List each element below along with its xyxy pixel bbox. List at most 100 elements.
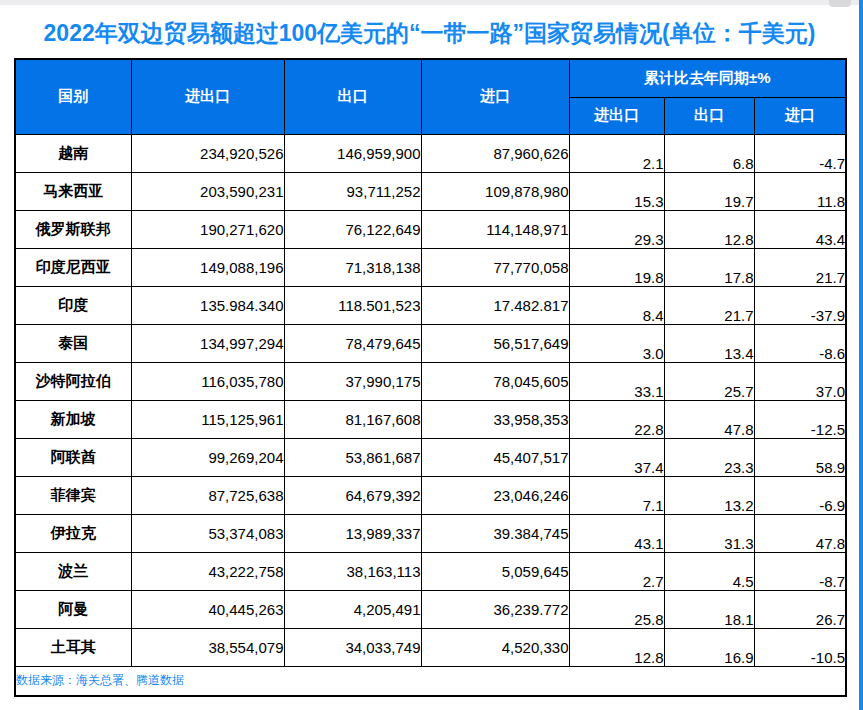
header-yoy-total: 进出口 xyxy=(569,97,664,134)
import-cell: 114,148,971 xyxy=(421,210,569,248)
yoy-total-cell: 22.8 xyxy=(569,400,664,438)
yoy-export-cell: 47.8 xyxy=(664,400,754,438)
trade-table: 国别 进出口 出口 进口 累计比去年同期±% 进出口 出口 进口 越南234,9… xyxy=(14,58,847,697)
yoy-export-cell: 17.8 xyxy=(664,248,754,286)
import-cell: 23,046,246 xyxy=(421,476,569,514)
yoy-total-cell: 15.3 xyxy=(569,172,664,210)
table-row: 波兰43,222,75838,163,1135,059,6452.74.5-8.… xyxy=(15,552,846,590)
export-cell: 4,205,491 xyxy=(284,590,421,628)
export-cell: 37,990,175 xyxy=(284,362,421,400)
yoy-import-cell: -8.6 xyxy=(754,324,846,362)
import-cell: 87,960,626 xyxy=(421,134,569,172)
export-cell: 34,033,749 xyxy=(284,628,421,666)
country-cell: 阿联酋 xyxy=(15,438,131,476)
yoy-total-cell: 33.1 xyxy=(569,362,664,400)
yoy-import-cell: -12.5 xyxy=(754,400,846,438)
yoy-total-cell: 29.3 xyxy=(569,210,664,248)
yoy-total-cell: 7.1 xyxy=(569,476,664,514)
table-body: 越南234,920,526146,959,90087,960,6262.16.8… xyxy=(15,134,846,666)
source-note: 数据来源：海关总署、腾道数据 xyxy=(15,666,846,696)
table-row: 泰国134,997,29478,479,64556,517,6493.013.4… xyxy=(15,324,846,362)
yoy-export-cell: 19.7 xyxy=(664,172,754,210)
yoy-import-cell: 37.0 xyxy=(754,362,846,400)
scrollbar-notch xyxy=(829,0,851,7)
yoy-import-cell: 21.7 xyxy=(754,248,846,286)
table-row: 沙特阿拉伯116,035,78037,990,17578,045,60533.1… xyxy=(15,362,846,400)
country-cell: 俄罗斯联邦 xyxy=(15,210,131,248)
yoy-import-cell: -8.7 xyxy=(754,552,846,590)
yoy-export-cell: 18.1 xyxy=(664,590,754,628)
yoy-export-cell: 31.3 xyxy=(664,514,754,552)
yoy-total-cell: 25.8 xyxy=(569,590,664,628)
window-right-accent-border xyxy=(859,0,863,710)
yoy-export-cell: 13.2 xyxy=(664,476,754,514)
export-cell: 93,711,252 xyxy=(284,172,421,210)
yoy-total-cell: 43.1 xyxy=(569,514,664,552)
total-cell: 134,997,294 xyxy=(131,324,284,362)
export-cell: 13,989,337 xyxy=(284,514,421,552)
yoy-export-cell: 21.7 xyxy=(664,286,754,324)
header-export: 出口 xyxy=(284,59,421,134)
table-row: 印度尼西亚149,088,19671,318,13877,770,05819.8… xyxy=(15,248,846,286)
yoy-import-cell: -37.9 xyxy=(754,286,846,324)
export-cell: 118.501,523 xyxy=(284,286,421,324)
header-yoy-import: 进口 xyxy=(754,97,846,134)
table-row: 越南234,920,526146,959,90087,960,6262.16.8… xyxy=(15,134,846,172)
table-row: 伊拉克53,374,08313,989,33739.384,74543.131.… xyxy=(15,514,846,552)
import-cell: 36,239.772 xyxy=(421,590,569,628)
table-row: 阿联酋99,269,20453,861,68745,407,51737.423.… xyxy=(15,438,846,476)
export-cell: 38,163,113 xyxy=(284,552,421,590)
country-cell: 马来西亚 xyxy=(15,172,131,210)
yoy-export-cell: 23.3 xyxy=(664,438,754,476)
yoy-export-cell: 16.9 xyxy=(664,628,754,666)
yoy-total-cell: 8.4 xyxy=(569,286,664,324)
total-cell: 40,445,263 xyxy=(131,590,284,628)
yoy-total-cell: 19.8 xyxy=(569,248,664,286)
import-cell: 39.384,745 xyxy=(421,514,569,552)
yoy-import-cell: 43.4 xyxy=(754,210,846,248)
table-row: 俄罗斯联邦190,271,62076,122,649114,148,97129.… xyxy=(15,210,846,248)
total-cell: 149,088,196 xyxy=(131,248,284,286)
table-row: 阿曼40,445,2634,205,49136,239.77225.818.12… xyxy=(15,590,846,628)
table-row: 土耳其38,554,07934,033,7494,520,33012.816.9… xyxy=(15,628,846,666)
yoy-import-cell: -6.9 xyxy=(754,476,846,514)
import-cell: 56,517,649 xyxy=(421,324,569,362)
yoy-export-cell: 6.8 xyxy=(664,134,754,172)
total-cell: 135.984.340 xyxy=(131,286,284,324)
yoy-import-cell: 26.7 xyxy=(754,590,846,628)
yoy-import-cell: -4.7 xyxy=(754,134,846,172)
country-cell: 伊拉克 xyxy=(15,514,131,552)
yoy-total-cell: 2.1 xyxy=(569,134,664,172)
window-top-strip xyxy=(0,0,863,5)
import-cell: 109,878,980 xyxy=(421,172,569,210)
yoy-import-cell: 47.8 xyxy=(754,514,846,552)
total-cell: 43,222,758 xyxy=(131,552,284,590)
country-cell: 阿曼 xyxy=(15,590,131,628)
country-cell: 印度尼西亚 xyxy=(15,248,131,286)
import-cell: 78,045,605 xyxy=(421,362,569,400)
table-row: 新加坡115,125,96181,167,60833,958,35322.847… xyxy=(15,400,846,438)
export-cell: 71,318,138 xyxy=(284,248,421,286)
total-cell: 234,920,526 xyxy=(131,134,284,172)
total-cell: 116,035,780 xyxy=(131,362,284,400)
page-title: 2022年双边贸易额超过100亿美元的“一带一路”国家贸易情况(单位：千美元) xyxy=(14,13,845,53)
country-cell: 沙特阿拉伯 xyxy=(15,362,131,400)
country-cell: 新加坡 xyxy=(15,400,131,438)
header-country: 国别 xyxy=(15,59,131,134)
total-cell: 190,271,620 xyxy=(131,210,284,248)
yoy-total-cell: 3.0 xyxy=(569,324,664,362)
yoy-export-cell: 12.8 xyxy=(664,210,754,248)
import-cell: 5,059,645 xyxy=(421,552,569,590)
country-cell: 波兰 xyxy=(15,552,131,590)
import-cell: 4,520,330 xyxy=(421,628,569,666)
yoy-import-cell: 58.9 xyxy=(754,438,846,476)
country-cell: 菲律宾 xyxy=(15,476,131,514)
table-header: 国别 进出口 出口 进口 累计比去年同期±% 进出口 出口 进口 xyxy=(15,59,846,134)
total-cell: 53,374,083 xyxy=(131,514,284,552)
country-cell: 印度 xyxy=(15,286,131,324)
total-cell: 87,725,638 xyxy=(131,476,284,514)
yoy-export-cell: 13.4 xyxy=(664,324,754,362)
table-row: 菲律宾87,725,63864,679,39223,046,2467.113.2… xyxy=(15,476,846,514)
header-yoy-group: 累计比去年同期±% xyxy=(569,59,846,97)
import-cell: 17.482.817 xyxy=(421,286,569,324)
